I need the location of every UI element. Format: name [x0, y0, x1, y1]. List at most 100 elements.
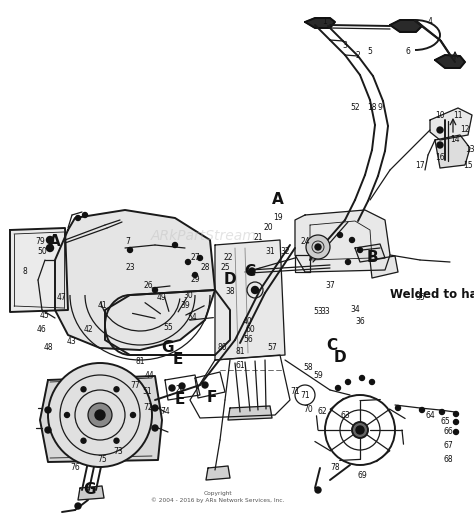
Text: 73: 73 — [113, 448, 123, 456]
Text: 71: 71 — [290, 388, 300, 396]
Text: 34: 34 — [350, 305, 360, 315]
Text: E: E — [175, 393, 185, 408]
Polygon shape — [206, 466, 230, 480]
Text: 5: 5 — [367, 47, 373, 57]
Circle shape — [454, 412, 458, 416]
Polygon shape — [10, 228, 68, 312]
Text: 61: 61 — [235, 360, 245, 370]
Text: 31: 31 — [265, 248, 275, 256]
Circle shape — [395, 406, 401, 411]
Circle shape — [192, 272, 198, 278]
Text: 25: 25 — [220, 264, 230, 272]
Text: 76: 76 — [70, 464, 80, 472]
Circle shape — [337, 232, 343, 237]
Text: 28: 28 — [200, 264, 210, 272]
Text: F: F — [207, 391, 217, 406]
Circle shape — [45, 407, 51, 413]
Circle shape — [249, 268, 255, 274]
Text: 79: 79 — [35, 237, 45, 247]
Text: 50: 50 — [37, 248, 47, 256]
Circle shape — [185, 260, 191, 265]
Text: 39: 39 — [180, 301, 190, 309]
Text: 32: 32 — [280, 248, 290, 256]
Circle shape — [75, 503, 81, 509]
Polygon shape — [370, 256, 398, 278]
Text: 54: 54 — [187, 314, 197, 322]
Polygon shape — [435, 55, 465, 68]
Text: 27: 27 — [190, 253, 200, 263]
Polygon shape — [78, 486, 104, 500]
Text: 1: 1 — [323, 17, 328, 27]
Text: 2: 2 — [356, 50, 360, 60]
Circle shape — [153, 287, 157, 292]
Text: 40: 40 — [243, 318, 253, 326]
Circle shape — [130, 413, 136, 417]
Circle shape — [179, 383, 185, 389]
Text: Copyright
© 2004 - 2016 by ARs Network Services, Inc.: Copyright © 2004 - 2016 by ARs Network S… — [151, 491, 285, 503]
Text: 51: 51 — [142, 388, 152, 396]
Text: 21: 21 — [253, 233, 263, 243]
Text: 3: 3 — [343, 41, 347, 49]
Circle shape — [346, 260, 350, 265]
Text: 57: 57 — [267, 343, 277, 353]
Text: 46: 46 — [37, 325, 47, 335]
Text: 7: 7 — [126, 237, 130, 247]
Text: 45: 45 — [40, 310, 50, 320]
Text: 75: 75 — [97, 455, 107, 465]
Circle shape — [252, 286, 258, 293]
Circle shape — [128, 248, 133, 252]
Text: C: C — [245, 265, 255, 280]
Text: G: G — [162, 340, 174, 356]
Text: 42: 42 — [83, 325, 93, 335]
Polygon shape — [228, 406, 272, 420]
Circle shape — [356, 426, 364, 434]
Text: A: A — [49, 234, 61, 249]
Text: 36: 36 — [355, 318, 365, 326]
Circle shape — [346, 379, 350, 384]
Text: 12: 12 — [460, 125, 470, 135]
Polygon shape — [390, 20, 422, 32]
Circle shape — [306, 235, 330, 259]
Text: 64: 64 — [425, 411, 435, 419]
Circle shape — [437, 142, 443, 148]
Text: ARkPartStream: ARkPartStream — [151, 229, 257, 244]
Text: 68: 68 — [443, 455, 453, 465]
Polygon shape — [435, 135, 470, 168]
Text: E: E — [173, 353, 183, 368]
Circle shape — [114, 438, 119, 443]
Circle shape — [349, 237, 355, 243]
Text: 59: 59 — [313, 371, 323, 379]
Text: 49: 49 — [157, 293, 167, 303]
Text: 10: 10 — [435, 111, 445, 119]
Text: 53: 53 — [313, 307, 323, 317]
Text: 80: 80 — [217, 343, 227, 353]
Circle shape — [202, 382, 208, 388]
Circle shape — [198, 255, 202, 261]
Text: B: B — [366, 250, 378, 266]
Text: G: G — [84, 483, 96, 498]
Text: A: A — [272, 193, 284, 208]
Text: 24: 24 — [300, 237, 310, 247]
Circle shape — [75, 215, 81, 221]
Text: 74: 74 — [160, 408, 170, 416]
Circle shape — [454, 419, 458, 425]
Circle shape — [114, 387, 119, 392]
Text: 20: 20 — [263, 224, 273, 232]
Text: 16: 16 — [435, 154, 445, 162]
Text: 63: 63 — [340, 411, 350, 419]
Text: 35: 35 — [415, 293, 425, 303]
Text: 41: 41 — [97, 301, 107, 309]
Circle shape — [454, 430, 458, 434]
Text: D: D — [334, 351, 346, 365]
Polygon shape — [40, 376, 162, 462]
Text: 62: 62 — [317, 408, 327, 416]
Text: 52: 52 — [350, 103, 360, 113]
Circle shape — [88, 403, 112, 427]
Circle shape — [437, 127, 443, 133]
Circle shape — [95, 410, 105, 420]
Circle shape — [419, 408, 425, 413]
Text: Welded to handle: Welded to handle — [390, 288, 474, 302]
Circle shape — [152, 425, 158, 431]
Circle shape — [45, 427, 51, 433]
Text: 69: 69 — [357, 470, 367, 480]
